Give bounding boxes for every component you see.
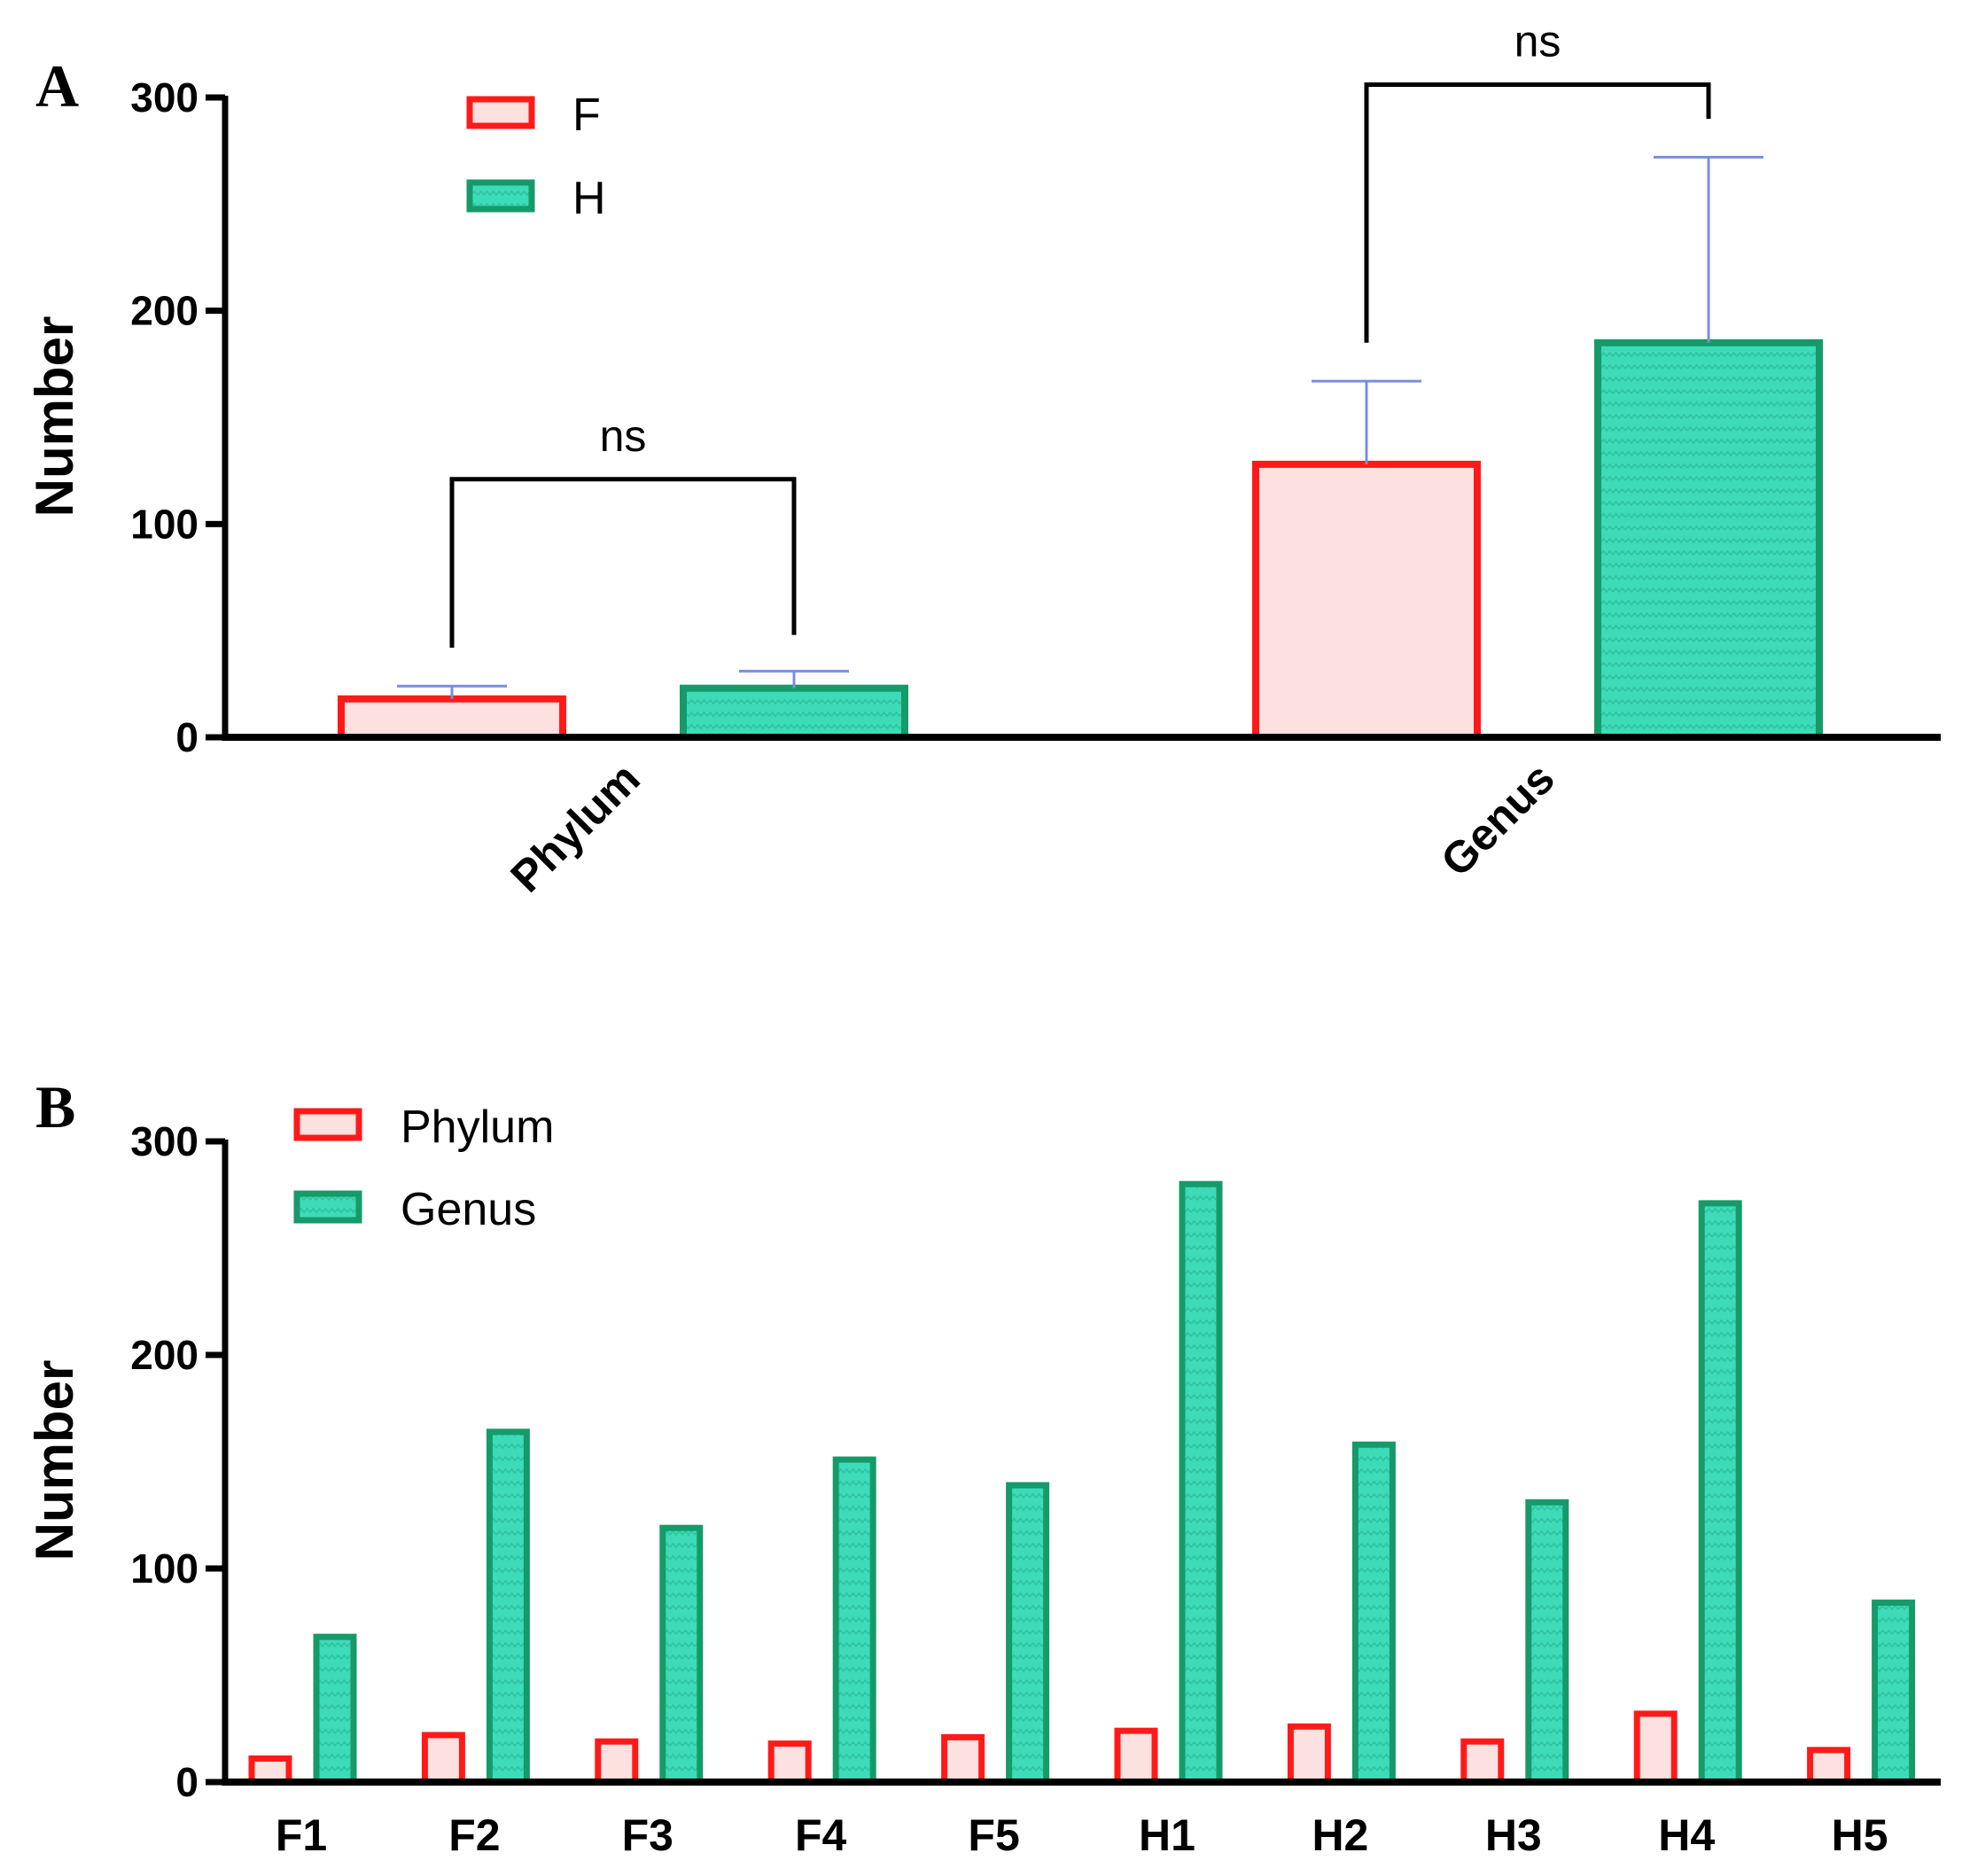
bar-f3-phylum: [595, 1738, 639, 1786]
y-tick-label: 300: [130, 1118, 199, 1164]
bar-h3-phylum: [1460, 1738, 1505, 1786]
panel-a-y-axis: 0 100 200 300: [130, 74, 229, 760]
bar-h2-phylum: [1287, 1723, 1331, 1786]
bar-h3-genus: [1525, 1498, 1569, 1786]
panel-b-legend: Phylum Genus: [293, 1101, 554, 1235]
x-category-label: H2: [1312, 1810, 1368, 1860]
bar-f5-phylum: [941, 1733, 985, 1786]
x-category-label: Phylum: [501, 753, 649, 901]
bar-h1-phylum: [1114, 1727, 1158, 1786]
legend-swatch-genus: [293, 1190, 362, 1224]
panel-b-chart: B Number 0 100 200 300 F1 F2 F3 F4 F5 H1 H2 H3 H4 H5…: [25, 1073, 1941, 1860]
bar-f1-genus: [313, 1633, 357, 1786]
y-tick-label: 200: [130, 1332, 199, 1378]
bar-h5-phylum: [1807, 1747, 1851, 1786]
bar-f2-genus: [486, 1428, 530, 1786]
bar-h1-genus: [1179, 1180, 1223, 1786]
bar-f5-genus: [1006, 1482, 1050, 1786]
panel-a-x-axis: Phylum Genus: [222, 734, 1941, 901]
legend-label-genus: Genus: [401, 1184, 536, 1235]
panel-b-y-axis-title: Number: [25, 1360, 84, 1561]
panel-b-x-axis: F1 F2 F3 F4 F5 H1 H2 H3 H4 H5: [222, 1779, 1941, 1860]
bar-f3-genus: [659, 1524, 704, 1786]
x-category-label: Genus: [1431, 753, 1564, 886]
bar-f2-phylum: [421, 1732, 465, 1786]
x-category-label: F3: [622, 1810, 673, 1860]
y-tick-label: 0: [175, 1759, 199, 1805]
bar-genus-h: [1594, 339, 1823, 741]
significance-bracket: [1364, 82, 1711, 343]
panel-a-letter: A: [35, 52, 79, 120]
panel-b-bars: [248, 1180, 1916, 1786]
x-category-label: F5: [968, 1810, 1019, 1860]
legend-swatch-f: [466, 96, 535, 129]
x-category-label: H3: [1485, 1810, 1542, 1860]
x-category-label: H5: [1832, 1810, 1888, 1860]
panel-a-error-bars: [397, 155, 1763, 699]
legend-swatch-phylum: [293, 1108, 362, 1141]
bar-phylum-f: [338, 695, 566, 741]
bar-h5-genus: [1872, 1600, 1916, 1786]
bar-f4-phylum: [767, 1740, 812, 1786]
bar-phylum-h: [680, 684, 908, 741]
panel-b-y-axis: 0 100 200 300: [130, 1118, 229, 1805]
bar-f4-genus: [832, 1456, 876, 1786]
legend-label-f: F: [572, 90, 601, 141]
x-category-label: F4: [795, 1810, 847, 1860]
panel-a-chart: A Number 0 100 200 300 ns ns Phylum Genus FH: [25, 17, 1941, 901]
y-tick-label: 200: [130, 288, 199, 334]
significance-label: ns: [600, 411, 647, 461]
x-category-label: H4: [1658, 1810, 1715, 1860]
bar-h4-phylum: [1633, 1710, 1678, 1786]
y-tick-label: 100: [130, 1545, 199, 1592]
y-tick-label: 0: [175, 714, 199, 760]
panel-a-legend: FH: [466, 90, 606, 224]
x-category-label: F1: [276, 1810, 327, 1860]
legend-label-phylum: Phylum: [401, 1101, 554, 1153]
x-category-label: H1: [1139, 1810, 1195, 1860]
bar-genus-f: [1252, 460, 1481, 741]
panel-a-significance: ns ns: [449, 17, 1711, 648]
panel-b-letter: B: [35, 1073, 75, 1140]
y-tick-label: 100: [130, 501, 199, 547]
significance-bracket: [449, 477, 797, 648]
bar-h4-genus: [1698, 1200, 1742, 1786]
significance-label: ns: [1514, 17, 1561, 66]
panel-a-bars: [338, 339, 1823, 741]
x-category-label: F2: [448, 1810, 500, 1860]
panel-a-y-axis-title: Number: [25, 316, 84, 518]
legend-swatch-h: [466, 179, 535, 213]
y-tick-label: 300: [130, 74, 199, 121]
legend-label-h: H: [572, 173, 606, 224]
bar-h2-genus: [1351, 1441, 1396, 1786]
